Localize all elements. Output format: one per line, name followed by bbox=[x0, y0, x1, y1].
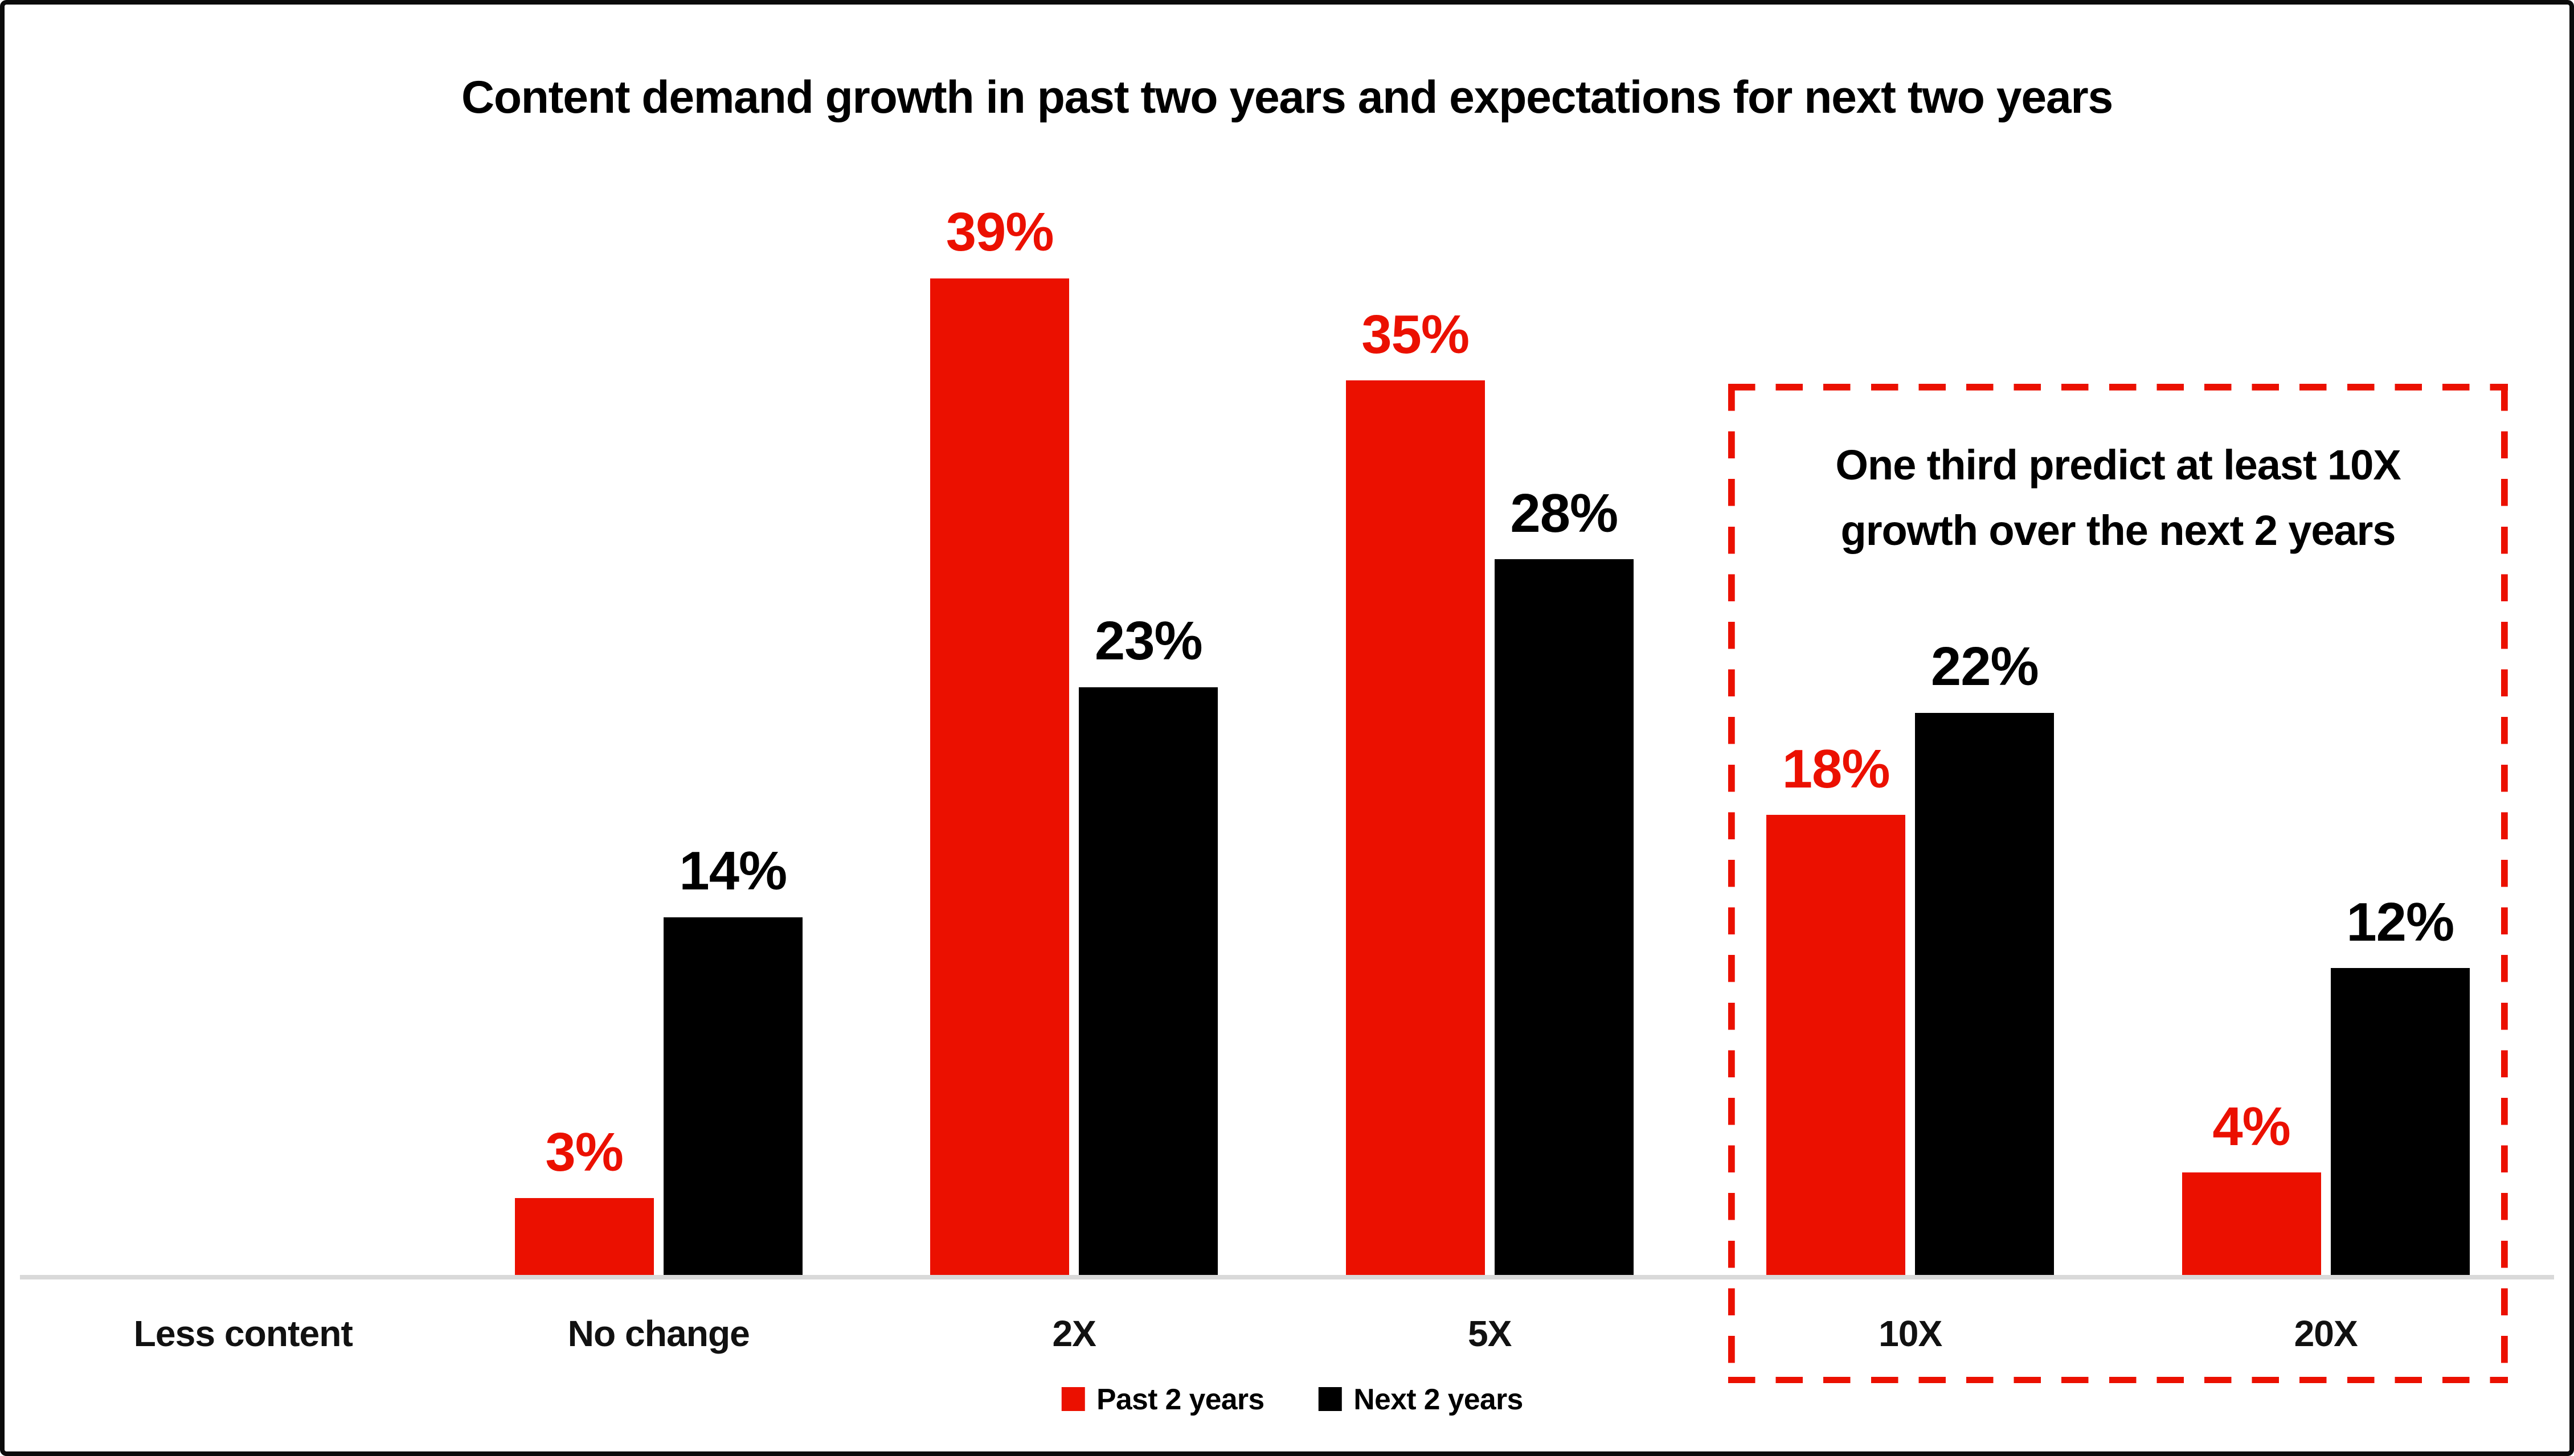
legend-item-past-2-years: Past 2 years bbox=[1061, 1382, 1265, 1416]
x-axis-label-no-change: No change bbox=[567, 1313, 750, 1354]
x-axis-label-10x: 10X bbox=[1879, 1313, 1942, 1354]
annotation-line-1: One third predict at least 10X bbox=[1835, 441, 2401, 489]
data-label-next-2-years-2x: 23% bbox=[1094, 610, 1203, 672]
chart-title: Content demand growth in past two years … bbox=[461, 71, 2113, 123]
bar-past-2-years-5x bbox=[1345, 380, 1485, 1275]
data-label-past-2-years-2x: 39% bbox=[946, 202, 1054, 263]
data-label-next-2-years-5x: 28% bbox=[1510, 483, 1618, 544]
bar-next-2-years-no-change bbox=[663, 917, 803, 1275]
data-label-past-2-years-10x: 18% bbox=[1782, 738, 1890, 799]
legend-swatch-next-2-years bbox=[1318, 1387, 1343, 1411]
data-label-next-2-years-20x: 12% bbox=[2346, 892, 2454, 953]
data-label-past-2-years-5x: 35% bbox=[1361, 303, 1470, 365]
bar-past-2-years-10x bbox=[1766, 815, 1906, 1275]
bar-next-2-years-10x bbox=[1915, 712, 2055, 1275]
x-axis-label-5x: 5X bbox=[1467, 1313, 1512, 1354]
x-axis-label-less-content: Less content bbox=[133, 1313, 353, 1354]
data-label-next-2-years-10x: 22% bbox=[1930, 636, 2039, 698]
x-axis-label-20x: 20X bbox=[2294, 1313, 2358, 1354]
legend-label-past-2-years: Past 2 years bbox=[1096, 1382, 1265, 1416]
bar-next-2-years-5x bbox=[1494, 559, 1634, 1275]
x-axis-line bbox=[20, 1274, 2554, 1279]
legend-item-next-2-years: Next 2 years bbox=[1318, 1382, 1523, 1416]
plot-area: Less content No change 3% 14% 2X 39% 23% 5X 35% 2… bbox=[5, 5, 2569, 1451]
bar-next-2-years-20x bbox=[2330, 968, 2470, 1275]
bar-past-2-years-2x bbox=[930, 278, 1070, 1275]
annotation-text: One third predict at least 10X growth ov… bbox=[1759, 433, 2477, 564]
data-label-past-2-years-no-change: 3% bbox=[545, 1121, 624, 1183]
bar-next-2-years-2x bbox=[1079, 687, 1218, 1275]
x-axis-label-2x: 2X bbox=[1052, 1313, 1096, 1354]
data-label-next-2-years-no-change: 14% bbox=[679, 840, 787, 902]
annotation-line-2: growth over the next 2 years bbox=[1840, 506, 2396, 554]
legend-label-next-2-years: Next 2 years bbox=[1353, 1382, 1523, 1416]
bar-past-2-years-20x bbox=[2182, 1172, 2321, 1275]
legend: Past 2 years Next 2 years bbox=[1061, 1382, 1523, 1416]
data-label-past-2-years-20x: 4% bbox=[2212, 1096, 2291, 1157]
legend-swatch-past-2-years bbox=[1061, 1387, 1085, 1411]
bar-past-2-years-no-change bbox=[514, 1198, 654, 1275]
